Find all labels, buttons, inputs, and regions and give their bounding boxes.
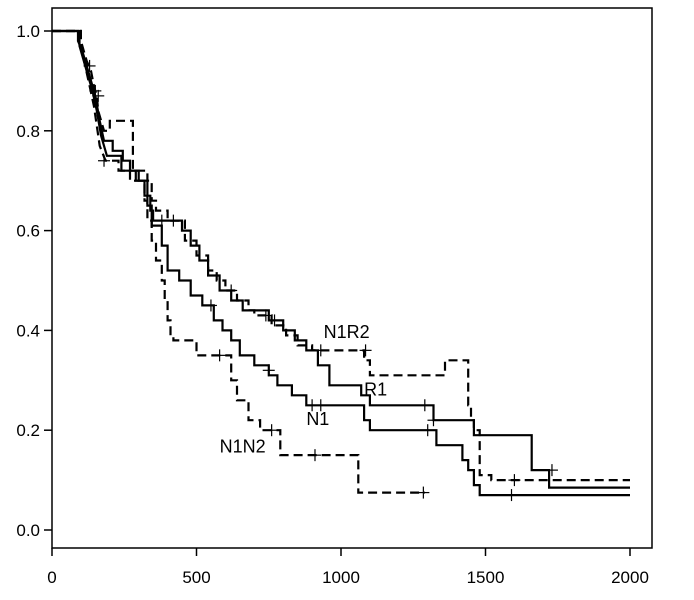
- censor-mark: [167, 214, 180, 227]
- censor-mark: [508, 474, 521, 487]
- censor-mark: [417, 486, 430, 499]
- y-axis: 0.0 0.2 0.4 0.6 0.8 1.0: [16, 22, 52, 540]
- y-tick-label: 0.8: [16, 122, 40, 141]
- series-line-n1: [52, 29, 630, 497]
- censor-mark: [505, 489, 518, 502]
- y-tick-label: 0.0: [16, 521, 40, 540]
- series-label-n1n2: N1N2: [220, 437, 266, 457]
- x-tick-label: 0: [47, 568, 56, 587]
- censor-mark: [98, 154, 111, 167]
- series-line-n1n2: [52, 29, 425, 494]
- series-layer: [52, 29, 630, 502]
- x-tick-label: 500: [182, 568, 210, 587]
- censor-mark: [308, 449, 321, 462]
- series-label-r1: R1: [364, 379, 387, 399]
- series-n1n2: [52, 29, 430, 499]
- series-line-n1r2: [52, 29, 630, 482]
- x-tick-label: 1000: [322, 568, 360, 587]
- series-n1: [52, 29, 630, 502]
- annotation-layer: N1R2 R1 N1 N1N2: [220, 322, 388, 457]
- x-tick-label: 2000: [611, 568, 649, 587]
- series-r1: [52, 29, 630, 489]
- censor-mark: [418, 399, 431, 412]
- y-tick-label: 0.6: [16, 222, 40, 241]
- censor-mark: [359, 344, 372, 357]
- plot-frame: [51, 7, 653, 549]
- censor-mark: [262, 364, 275, 377]
- y-tick-label: 0.4: [16, 321, 40, 340]
- y-tick-label: 1.0: [16, 22, 40, 41]
- series-label-n1: N1: [306, 409, 329, 429]
- censor-mark: [92, 89, 105, 102]
- censor-mark: [265, 424, 278, 437]
- censor-mark: [204, 299, 217, 312]
- x-tick-label: 1500: [467, 568, 505, 587]
- censor-mark: [421, 424, 434, 437]
- series-line-r1: [52, 29, 630, 489]
- x-axis: 0 500 1000 1500 2000: [47, 548, 649, 587]
- censor-mark: [268, 314, 281, 327]
- series-n1r2: [52, 29, 630, 487]
- y-tick-label: 0.2: [16, 421, 40, 440]
- censor-mark: [427, 414, 440, 427]
- censor-mark: [545, 464, 558, 477]
- censor-mark: [213, 349, 226, 362]
- series-label-n1r2: N1R2: [324, 322, 370, 342]
- censor-mark: [314, 399, 327, 412]
